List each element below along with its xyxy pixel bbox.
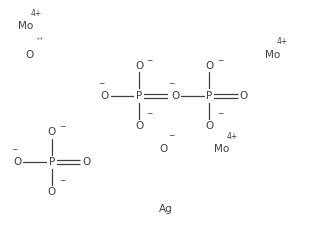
Text: −: − (217, 109, 223, 118)
Text: O: O (169, 91, 178, 101)
Text: Mo: Mo (265, 50, 280, 59)
Text: 4+: 4+ (226, 132, 238, 141)
Text: O: O (205, 61, 213, 71)
Text: Mo: Mo (18, 21, 34, 31)
Text: P: P (136, 91, 142, 101)
Text: −: − (11, 145, 17, 154)
Text: ⁺⁺: ⁺⁺ (36, 36, 44, 45)
Text: −: − (146, 109, 153, 118)
Text: −: − (217, 56, 223, 65)
Text: O: O (135, 121, 143, 131)
Text: 4+: 4+ (30, 9, 42, 18)
Text: O: O (171, 91, 179, 101)
Text: −: − (98, 79, 105, 88)
Text: O: O (48, 128, 56, 137)
Text: O: O (240, 91, 248, 101)
Text: −: − (169, 131, 175, 140)
Text: P: P (206, 91, 212, 101)
Text: O: O (205, 121, 213, 131)
Text: −: − (59, 176, 66, 185)
Text: P: P (49, 157, 55, 167)
Text: O: O (159, 144, 168, 154)
Text: O: O (13, 157, 22, 167)
Text: 4+: 4+ (277, 37, 288, 46)
Text: O: O (82, 157, 90, 167)
Text: −: − (169, 79, 175, 88)
Text: O: O (48, 187, 56, 197)
Text: Ag: Ag (159, 204, 173, 214)
Text: −: − (146, 56, 153, 65)
Text: O: O (135, 61, 143, 71)
Text: O: O (25, 50, 34, 59)
Text: Mo: Mo (214, 144, 230, 154)
Text: O: O (100, 91, 109, 101)
Text: −: − (59, 123, 66, 132)
